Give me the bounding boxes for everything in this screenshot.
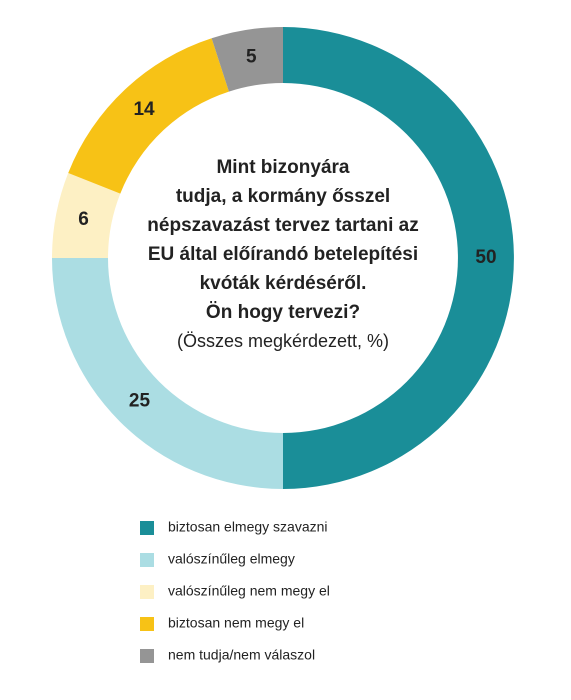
chart-title: kvóták kérdéséről.: [200, 273, 367, 294]
legend-label: biztosan elmegy szavazni: [168, 519, 328, 535]
donut-segment: [68, 38, 229, 194]
chart-subtitle: (Összes megkérdezett, %): [177, 331, 389, 351]
value-label: 5: [246, 47, 257, 68]
value-label: 6: [78, 209, 89, 230]
value-label: 25: [129, 391, 151, 412]
legend-swatch: [140, 521, 154, 535]
legend-swatch: [140, 649, 154, 663]
value-label: 50: [475, 247, 496, 268]
donut-segment: [211, 27, 283, 92]
value-label: 14: [133, 99, 155, 120]
chart-title: Mint bizonyára: [216, 157, 349, 178]
chart-title: EU által előírandó betelepítési: [148, 244, 418, 265]
donut-segment: [52, 172, 121, 258]
legend-swatch: [140, 553, 154, 567]
legend-label: valószínűleg elmegy: [168, 551, 295, 567]
legend-label: nem tudja/nem válaszol: [168, 647, 315, 663]
legend-label: valószínűleg nem megy el: [168, 583, 330, 599]
donut-segment: [52, 258, 283, 489]
chart-title: Ön hogy tervezi?: [206, 302, 360, 323]
donut-segment: [283, 27, 514, 489]
chart-title: tudja, a kormány ősszel: [176, 186, 390, 207]
chart-title: népszavazást tervez tartani az: [147, 215, 418, 236]
legend-swatch: [140, 585, 154, 599]
legend-label: biztosan nem megy el: [168, 615, 304, 631]
legend-swatch: [140, 617, 154, 631]
